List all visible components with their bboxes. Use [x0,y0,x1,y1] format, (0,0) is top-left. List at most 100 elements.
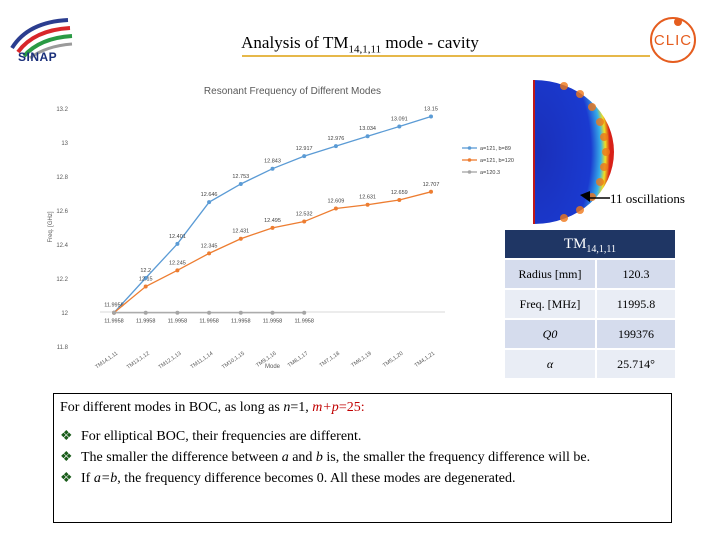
x-tick-label: TM8,1,17 [287,351,309,369]
data-point [175,310,180,315]
bullet-var-a: a [281,450,289,465]
data-label: 11.9958 [136,319,155,325]
data-label: 12.431 [232,229,249,235]
half-cavity-shape [534,80,614,224]
sinap-logo-text: SINAP [18,50,58,64]
table-header: TM14,1,11 [505,230,675,258]
x-tick-label: TM7,1,18 [319,351,341,369]
data-point [333,206,338,211]
data-label: 12.646 [201,192,218,198]
oscillation-annotation: 11 oscillations [610,191,685,206]
data-label: 12.976 [327,136,344,142]
data-label: 12.707 [423,182,440,188]
data-point [143,284,148,289]
bullet-text: For elliptical BOC, their frequencies ar… [81,429,362,444]
data-point [175,268,180,273]
data-point [143,310,148,315]
table-row: Radius [mm] 120.3 [505,258,675,289]
data-point [302,154,307,159]
data-label: 12.495 [264,218,281,224]
data-label: 12.345 [201,243,218,249]
param-value: 11995.8 [596,288,675,319]
data-label: 12.15 [139,277,153,283]
data-point [302,219,307,224]
data-point [207,200,212,205]
y-tick-label: 12.4 [56,243,68,249]
data-label: 11.9958 [104,319,123,325]
data-label: 13.034 [359,126,376,132]
data-point [397,124,402,129]
title-main: Analysis of TM [241,33,349,52]
param-value: 120.3 [596,258,675,289]
legend-label: a=120.3 [480,170,500,176]
data-label: 13.15 [424,107,438,113]
series-line [113,191,432,314]
table-row: α 25.714° [505,348,675,378]
title-subscript: 14,1,11 [348,43,382,56]
intro-var-mp: m+p [312,400,339,415]
intro-text: =25: [338,400,365,415]
clic-logo [650,17,696,63]
data-label: 13.091 [391,117,408,123]
bullet-text: and [288,450,316,465]
data-point [302,310,307,315]
data-point [207,251,212,256]
intro-text: For different modes in BOC, as long as [60,400,284,415]
summary-bullet: ❖ For elliptical BOC, their frequencies a… [60,426,671,447]
x-tick-label: TM6,1,19 [350,351,372,369]
y-tick-label: 12 [61,311,68,317]
sinap-logo [10,18,73,60]
data-label: 12.753 [232,174,249,180]
data-label: 11.9958 [231,319,250,325]
data-label: 12.659 [391,190,408,196]
data-point [397,197,402,202]
param-key: α [505,348,597,378]
param-key: Radius [mm] [505,258,597,289]
param-value: 199376 [596,318,675,349]
data-point [238,181,243,186]
x-tick-label: TM14,1,11 [94,351,119,371]
data-point [175,241,180,246]
data-label: 12.2 [140,268,151,274]
chart-title: Resonant Frequency of Different Modes [204,86,381,97]
y-tick-label: 12.2 [56,277,68,283]
table-row: Freq. [MHz] 11995.8 [505,288,675,319]
data-label: 12.631 [359,195,376,201]
bullet-text: is, the smaller the frequency difference… [322,450,591,465]
bullet-text: , the frequency difference becomes 0. Al… [117,471,516,486]
data-point [270,225,275,230]
x-tick-label: TM10,1,15 [221,351,246,371]
legend-label: a=121, b=120 [480,158,514,164]
x-tick-label: TM5,1,20 [382,351,404,369]
summary-box: For different modes in BOC, as long as n… [53,393,672,523]
data-point [365,202,370,207]
data-point [429,114,433,119]
bullet-icon: ❖ [60,429,73,444]
x-tick-label: TM12,1,13 [158,351,183,371]
summary-bullet: ❖ If a=b, the frequency difference become… [60,468,671,489]
data-point [207,310,212,315]
data-label: 11.9958 [263,319,282,325]
data-label: 12.532 [296,212,313,218]
bullet-icon: ❖ [60,450,73,465]
intro-text: =1, [290,400,313,415]
x-axis-label: Mode [265,364,281,370]
title-tail: mode - cavity [381,33,479,52]
legend-label: a=121, b=89 [480,146,511,152]
param-value: 25.714° [596,348,675,378]
data-label: 12.843 [264,159,281,165]
data-label: 12.609 [327,198,344,204]
table-header-subscript: 14,1,11 [586,244,617,255]
data-point [238,310,243,315]
table-row: Q0 199376 [505,318,675,349]
legend-marker [467,170,472,174]
x-tick-label: TM11,1,14 [190,351,215,371]
x-tick-label: TM13,1,12 [126,351,151,371]
data-point [270,166,275,171]
legend-marker [467,158,472,162]
clic-logo-text: CLIC [653,32,693,49]
summary-intro: For different modes in BOC, as long as n… [60,400,671,416]
intro-var-n: n [283,400,291,415]
bullet-var-b: b [315,450,323,465]
series-line [113,115,432,314]
